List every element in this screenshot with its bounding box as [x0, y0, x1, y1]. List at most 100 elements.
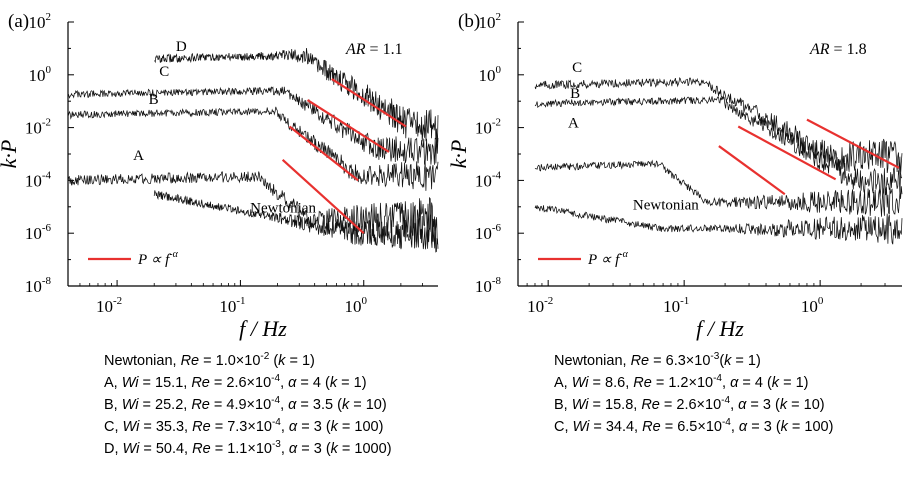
aspect-ratio-annotation: AR = 1.8 [809, 41, 867, 58]
series-line-d [154, 47, 439, 143]
caption-text: = 100) [787, 418, 834, 435]
caption-text: B, [104, 396, 122, 413]
caption-line: A, Wi = 8.6, Re = 1.2×10-4, α = 4 (k = 1… [554, 368, 833, 391]
caption-line: Newtonian, Re = 1.0×10-2 (k = 1) [104, 346, 392, 369]
series-line-b [534, 96, 903, 197]
caption-line: D, Wi = 50.4, Re = 1.1×10-3, α = 3 (k = … [104, 434, 392, 457]
x-tick-label: 10-1 [219, 295, 245, 316]
series-line-a [534, 159, 903, 217]
caption-text: Re [191, 374, 210, 391]
caption-text: = 2.6×10 [209, 374, 272, 391]
caption-text: = 25.2, [138, 396, 192, 413]
caption-text: = 34.4, [589, 418, 643, 435]
caption-text: = 100) [337, 418, 384, 435]
caption-text: ( [269, 352, 279, 369]
caption-text: k [771, 374, 780, 391]
caption-text: = 7.3×10 [210, 418, 272, 435]
series-label: A [568, 116, 579, 132]
caption-text: Re [180, 352, 200, 369]
caption-text: Wi [121, 374, 139, 391]
caption-text: Re [642, 418, 661, 435]
x-tick-label: 100 [801, 295, 824, 316]
series-group [534, 76, 903, 245]
caption-exponent: -4 [721, 417, 731, 428]
x-tick-label: 10-2 [96, 295, 122, 316]
caption-text: = 1000) [337, 440, 392, 457]
caption-text: B, [554, 396, 572, 413]
y-tick-label: 100 [479, 64, 502, 85]
caption-exponent: -3 [710, 351, 720, 362]
caption-exponent: -4 [713, 373, 722, 384]
caption-exponent: -3 [271, 439, 281, 450]
caption-exponent: -4 [271, 373, 281, 384]
series-line-a [68, 171, 439, 245]
y-axis-label: k·P [0, 140, 21, 169]
caption-text: Re [192, 440, 211, 457]
caption-text: α [730, 374, 739, 391]
caption-text: Re [630, 352, 650, 369]
caption-text: , [730, 418, 739, 435]
caption-text: Newtonian, [554, 352, 631, 369]
caption-text: = 3 ( [746, 396, 780, 413]
series-label: Newtonian [250, 201, 316, 217]
chart-panel-b: (b) 102 100 10-2 10-4 10-6 10-8 10-2 10-1 100 k·P f… [450, 0, 904, 478]
caption-text: = 4 ( [738, 374, 772, 391]
caption-text: α [288, 440, 298, 457]
power-law-fit-line [331, 77, 407, 128]
y-tick-label: 10-4 [475, 169, 502, 190]
caption-line: A, Wi = 15.1, Re = 2.6×10-4, α = 4 (k = … [104, 368, 392, 391]
caption-line: C, Wi = 35.3, Re = 7.3×10-4, α = 3 (k = … [104, 412, 392, 435]
power-law-fit-line [288, 125, 359, 182]
caption-text: = 15.1, [138, 374, 192, 391]
caption-text: Re [191, 396, 210, 413]
caption-text: = 3 ( [747, 418, 781, 435]
x-tick-label: 10-2 [527, 295, 553, 316]
caption-text: Re [633, 374, 652, 391]
caption-text: α [738, 396, 747, 413]
legend-label: P ∝ f-α [137, 249, 179, 268]
caption-text: k [780, 418, 788, 435]
caption-text: = 50.4, [139, 440, 193, 457]
caption-text: Newtonian, [104, 352, 181, 369]
series-label: A [133, 148, 144, 164]
caption-text: , [280, 396, 289, 413]
caption-text: Re [641, 396, 660, 413]
caption-text: = 2.6×10 [659, 396, 722, 413]
series-label: Newtonian [633, 197, 699, 213]
panel-label: (b) [458, 11, 480, 32]
caption-text: , [730, 396, 739, 413]
y-tick-label: 10-6 [475, 222, 502, 243]
aspect-ratio-annotation: AR = 1.1 [345, 41, 403, 58]
caption-text: = 3.5 ( [296, 396, 342, 413]
caption-text: Wi [122, 440, 140, 457]
caption-text: α [738, 418, 748, 435]
caption-text: k [330, 418, 338, 435]
caption-exponent: -4 [271, 417, 281, 428]
caption-b: Newtonian, Re = 6.3×10-3(k = 1) A, Wi = 8… [554, 346, 834, 435]
y-tick-label: 10-4 [25, 169, 52, 190]
caption-text: Wi [572, 418, 590, 435]
y-tick-label: 100 [29, 64, 52, 85]
caption-text: Wi [122, 418, 140, 435]
power-law-fit-line [806, 118, 900, 169]
caption-text: A, [104, 374, 122, 391]
caption-text: = 1) [779, 374, 809, 391]
caption-text: k [341, 396, 350, 413]
caption-line: C, Wi = 34.4, Re = 6.5×10-4, α = 3 (k = … [554, 412, 834, 435]
caption-text: = 1) [337, 374, 367, 391]
series-line-newtonian [534, 205, 903, 245]
chart-a-svg: (a) 102 100 10-2 10-4 10-6 10-8 10-2 10-1 100 k·P f… [0, 11, 439, 341]
caption-text: C, [554, 418, 573, 435]
caption-text: Re [192, 418, 211, 435]
series-label: D [176, 39, 187, 55]
caption-text: Wi [571, 374, 589, 391]
y-tick-label: 10-2 [25, 117, 51, 138]
caption-text: = 4 ( [296, 374, 330, 391]
caption-text: = 1.2×10 [651, 374, 714, 391]
caption-text: = 1.0×10 [199, 352, 261, 369]
caption-text: α [288, 396, 297, 413]
y-tick-label: 10-6 [25, 222, 52, 243]
caption-text: = 10) [787, 396, 825, 413]
x-tick-label: 100 [344, 295, 367, 316]
caption-exponent: -2 [260, 351, 270, 362]
